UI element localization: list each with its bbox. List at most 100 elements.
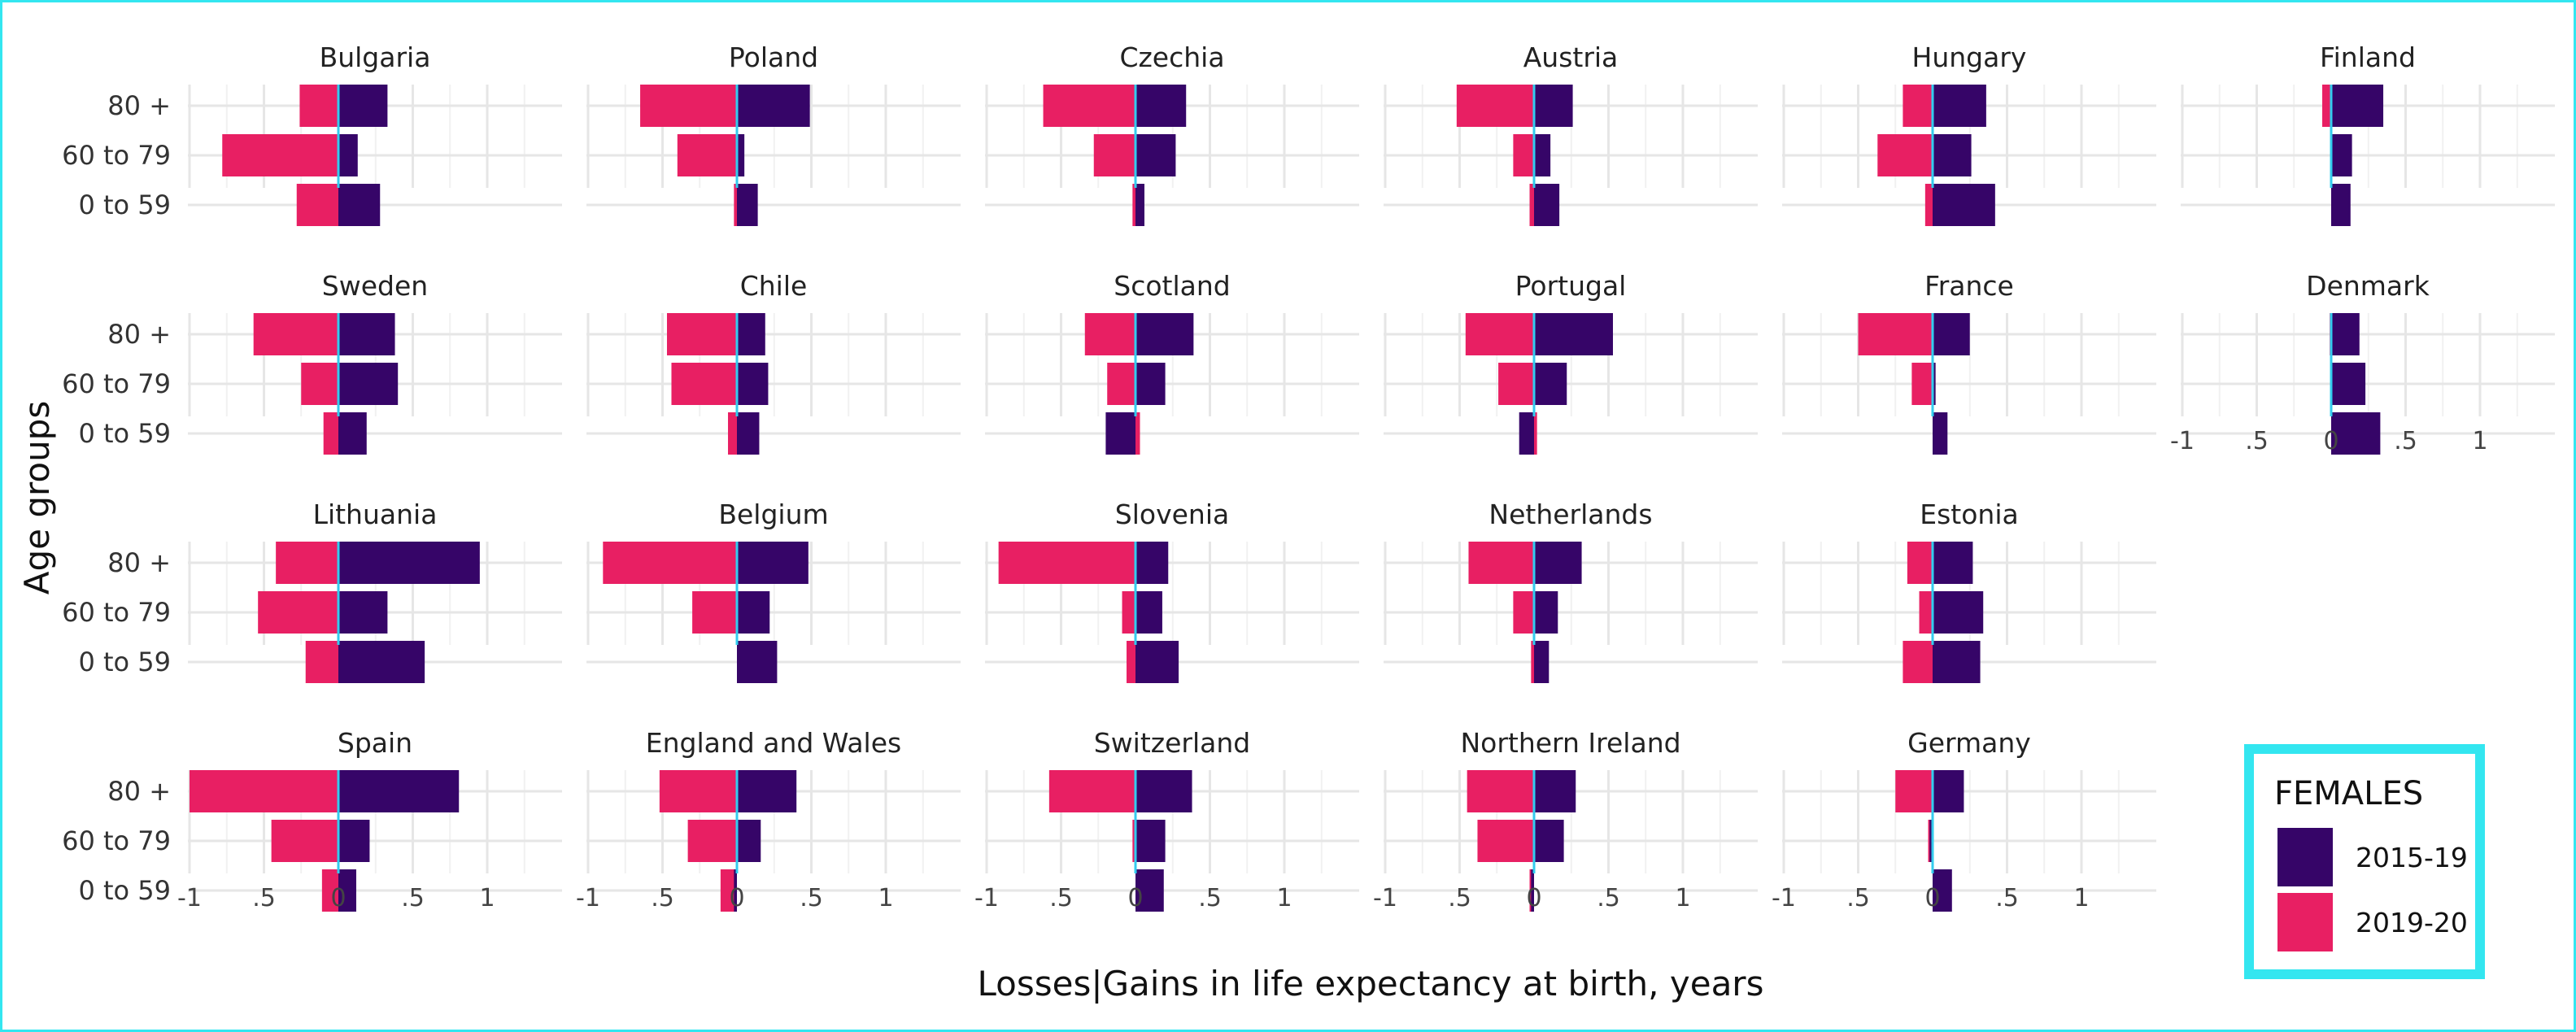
bar-2015-19: [1933, 363, 1936, 405]
bar-2015-19: [1534, 363, 1567, 405]
bar-2019-20: [321, 869, 338, 912]
bar-2019-20: [1513, 591, 1534, 634]
bar-2015-19: [737, 184, 758, 226]
x-tick-label: -1: [576, 884, 600, 912]
legend-swatch-2015-19: [2277, 828, 2333, 886]
bar-2019-20: [1048, 770, 1135, 812]
x-tick-label: .5: [252, 884, 276, 912]
bar-2015-19: [1534, 820, 1564, 862]
x-tick-label: -1: [177, 884, 202, 912]
panel-title-czechia: Czechia: [1119, 41, 1224, 73]
x-tick-label: .5: [1995, 884, 2019, 912]
bar-2015-19: [1534, 134, 1551, 176]
x-tick-label: .5: [1198, 884, 1222, 912]
bar-2015-19: [1534, 641, 1550, 683]
bar-2019-20: [728, 412, 737, 455]
bar-2019-20: [1465, 313, 1534, 355]
bar-2015-19: [1933, 641, 1981, 683]
bar-2019-20: [603, 542, 737, 584]
x-tick-label: 0: [330, 884, 346, 912]
bar-2015-19: [737, 412, 760, 455]
bar-2019-20: [222, 134, 338, 176]
bar-2015-19: [1105, 412, 1135, 455]
x-tick-label: .5: [1597, 884, 1620, 912]
age-group-label: 80 +: [107, 319, 171, 350]
bar-2015-19: [737, 820, 761, 862]
bar-2015-19: [1135, 313, 1194, 355]
bar-2015-19: [1534, 85, 1573, 127]
panel-title-belgium: Belgium: [718, 499, 828, 530]
panel-title-france: France: [1924, 270, 2014, 302]
bar-2015-19: [1135, 641, 1179, 683]
age-group-label: 0 to 59: [78, 647, 171, 677]
bar-2019-20: [1498, 363, 1534, 405]
bar-2019-20: [253, 313, 338, 355]
bar-2015-19: [1534, 591, 1558, 634]
x-tick-label: 0: [1924, 884, 1940, 912]
panel-title-netherlands: Netherlands: [1489, 499, 1652, 530]
bar-2019-20: [1107, 363, 1135, 405]
bar-2015-19: [1135, 363, 1166, 405]
x-axis-title: Losses|Gains in life expectancy at birth…: [978, 964, 1764, 1004]
bar-2015-19: [2331, 85, 2384, 127]
bar-2015-19: [1929, 820, 1933, 862]
legend-swatch-2019-20: [2277, 893, 2333, 951]
x-tick-label: .5: [2245, 427, 2269, 455]
bar-2015-19: [338, 869, 356, 912]
x-tick-label: .5: [800, 884, 823, 912]
panel-title-portugal: Portugal: [1515, 270, 1627, 302]
bar-2015-19: [1135, 591, 1162, 634]
bar-2019-20: [1924, 184, 1933, 226]
bar-2019-20: [1122, 591, 1135, 634]
x-tick-label: 0: [1526, 884, 1541, 912]
bar-2019-20: [1084, 313, 1135, 355]
bar-2015-19: [338, 820, 370, 862]
age-group-label: 0 to 59: [78, 875, 171, 906]
x-tick-label: .5: [401, 884, 425, 912]
bar-2015-19: [737, 770, 797, 812]
bar-2019-20: [1127, 641, 1135, 683]
bar-2019-20: [1529, 184, 1534, 226]
bar-2019-20: [1858, 313, 1933, 355]
bar-2015-19: [737, 313, 765, 355]
bar-2015-19: [1933, 591, 1984, 634]
bar-2019-20: [734, 184, 737, 226]
bar-2019-20: [305, 641, 338, 683]
bar-2015-19: [737, 542, 809, 584]
x-tick-label: 0: [1127, 884, 1143, 912]
bar-2015-19: [1933, 542, 1973, 584]
bar-2015-19: [1135, 85, 1187, 127]
x-tick-label: -1: [974, 884, 999, 912]
bar-2019-20: [1132, 184, 1135, 226]
bar-2015-19: [338, 770, 460, 812]
x-tick-label: .5: [1049, 884, 1073, 912]
bar-2015-19: [1531, 869, 1534, 912]
bar-2019-20: [2322, 85, 2331, 127]
panel-title-england-and-wales: England and Wales: [646, 727, 901, 759]
bar-2019-20: [1907, 542, 1933, 584]
bar-2015-19: [1933, 85, 1986, 127]
bar-2015-19: [737, 641, 778, 683]
bar-2019-20: [659, 770, 737, 812]
bar-2019-20: [1135, 412, 1140, 455]
y-axis-title: Age groups: [17, 401, 57, 594]
bar-2015-19: [734, 869, 737, 912]
bar-2019-20: [998, 542, 1135, 584]
age-group-label: 80 +: [107, 90, 171, 121]
panel-title-finland: Finland: [2320, 41, 2416, 73]
bar-2015-19: [338, 591, 388, 634]
panel-title-poland: Poland: [729, 41, 818, 73]
bar-2019-20: [1534, 412, 1537, 455]
age-group-label: 0 to 59: [78, 418, 171, 449]
bar-2019-20: [687, 820, 737, 862]
bar-2019-20: [276, 542, 338, 584]
bar-2019-20: [1093, 134, 1135, 176]
panel-title-sweden: Sweden: [322, 270, 428, 302]
bar-2015-19: [338, 412, 367, 455]
bar-2015-19: [1933, 770, 1964, 812]
bar-2015-19: [338, 363, 399, 405]
panel-title-spain: Spain: [338, 727, 412, 759]
bar-2015-19: [1534, 770, 1576, 812]
bar-2015-19: [1135, 770, 1192, 812]
